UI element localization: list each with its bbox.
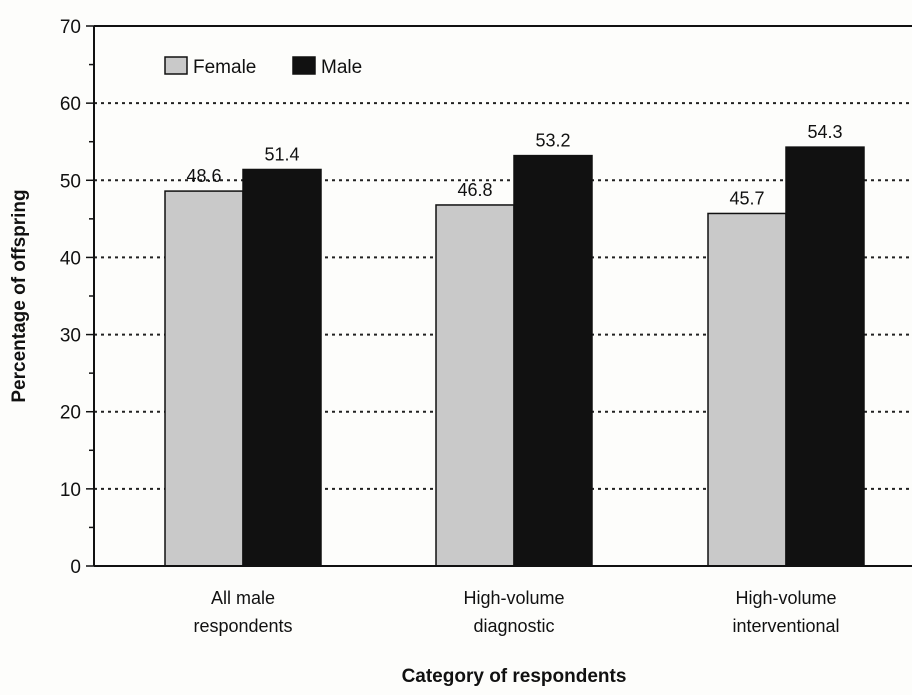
y-tick-label-20: 20: [60, 403, 81, 424]
category-label-line: interventional: [732, 616, 839, 636]
data-label-female-2: 45.7: [729, 188, 764, 208]
category-label-0: All male respondents: [193, 588, 292, 636]
axes: [86, 25, 912, 567]
y-tick-label-50: 50: [60, 171, 81, 192]
y-tick-label-60: 60: [60, 94, 81, 115]
data-label-male-2: 54.3: [807, 122, 842, 142]
data-label-male-1: 53.2: [535, 131, 570, 151]
bar-male-0: [242, 168, 322, 567]
legend: Female Male: [164, 56, 362, 78]
bar-female-2: [707, 212, 787, 567]
category-label-line: respondents: [193, 616, 292, 636]
y-tick-label-30: 30: [60, 326, 81, 347]
data-label-female-1: 46.8: [457, 180, 492, 200]
legend-swatch-female: [164, 56, 188, 75]
category-label-2: High-volume interventional: [732, 588, 839, 636]
legend-swatch-male: [292, 56, 316, 75]
labels: 48.6 46.8 45.7 51.4 53.2 54.3 0 10 20 30 40 50 60 70 A…: [9, 17, 843, 687]
bar-female-1: [435, 204, 515, 567]
bars: [164, 146, 865, 567]
legend-label-female: Female: [193, 57, 256, 78]
category-label-line: High-volume: [735, 588, 836, 608]
y-axis-title: Percentage of offspring: [9, 189, 30, 402]
category-label-line: All male: [211, 588, 275, 608]
y-tick-label-0: 0: [70, 557, 81, 578]
category-label-1: High-volume diagnostic: [463, 588, 564, 636]
data-label-female-0: 48.6: [186, 166, 221, 186]
y-tick-label-70: 70: [60, 17, 81, 38]
x-axis-title: Category of respondents: [402, 666, 627, 687]
legend-label-male: Male: [321, 57, 362, 78]
category-label-line: High-volume: [463, 588, 564, 608]
data-label-male-0: 51.4: [264, 144, 299, 164]
bar-male-1: [513, 154, 593, 567]
bar-female-0: [164, 190, 244, 567]
y-tick-label-40: 40: [60, 248, 81, 269]
bar-male-2: [785, 146, 865, 567]
y-tick-label-10: 10: [60, 480, 81, 501]
category-label-line: diagnostic: [473, 616, 554, 636]
